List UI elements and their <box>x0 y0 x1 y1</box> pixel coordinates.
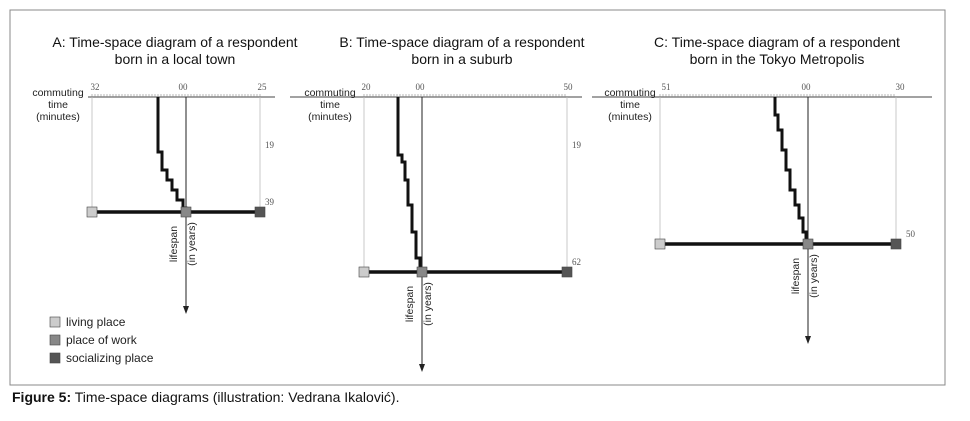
lifespan-label: (in years) <box>422 282 434 326</box>
legend-label: living place <box>66 315 126 329</box>
lifespan-label: lifespan <box>168 226 180 262</box>
caption-text: Time-space diagrams (illustration: Vedra… <box>75 389 400 405</box>
figure-frame <box>9 9 946 386</box>
axis-label: (minutes) <box>608 111 652 123</box>
x-tick-label: 50 <box>564 82 574 92</box>
axis-label: commuting <box>304 87 356 99</box>
lifespan-label: lifespan <box>404 286 416 322</box>
commute-path <box>773 97 808 244</box>
lifespan-label: (in years) <box>808 254 820 298</box>
panel-title: B: Time-space diagram of a respondent <box>339 34 584 50</box>
x-tick-label: 00 <box>179 82 189 92</box>
place-marker <box>654 238 666 250</box>
panel-title: born in the Tokyo Metropolis <box>690 51 865 67</box>
place-marker <box>254 206 266 218</box>
y-tick-label: 19 <box>265 140 275 150</box>
legend-label: socializing place <box>66 351 154 365</box>
commute-path <box>156 97 188 212</box>
y-tick-label: 19 <box>572 140 582 150</box>
y-tick-label: 50 <box>906 229 916 239</box>
panel-title: born in a suburb <box>411 51 512 67</box>
axis-label: (minutes) <box>36 111 80 123</box>
panel-title: born in a local town <box>115 51 236 67</box>
place-marker <box>802 238 814 250</box>
legend-swatch <box>49 352 61 364</box>
place-marker <box>358 266 370 278</box>
axis-label: commuting <box>604 87 656 99</box>
x-tick-label: 30 <box>896 82 906 92</box>
axis-label: (minutes) <box>308 111 352 123</box>
caption-label: Figure 5: <box>12 389 71 405</box>
axis-label: commuting <box>32 87 84 99</box>
y-tick-label: 62 <box>572 257 581 267</box>
place-marker <box>86 206 98 218</box>
panel-title: C: Time-space diagram of a respondent <box>654 34 900 50</box>
place-marker <box>180 206 192 218</box>
x-tick-label: 20 <box>362 82 372 92</box>
x-tick-label: 32 <box>91 82 100 92</box>
x-tick-label: 00 <box>802 82 812 92</box>
panel-title: A: Time-space diagram of a respondent <box>52 34 297 50</box>
legend-swatch <box>49 334 61 346</box>
axis-label: time <box>620 99 640 111</box>
legend-label: place of work <box>66 333 138 347</box>
axis-label: time <box>320 99 340 111</box>
x-tick-label: 00 <box>416 82 426 92</box>
axis-label: time <box>48 99 68 111</box>
x-tick-label: 25 <box>258 82 268 92</box>
caption: Figure 5: Time-space diagrams (illustrat… <box>12 389 400 405</box>
x-tick-label: 51 <box>662 82 671 92</box>
place-marker <box>890 238 902 250</box>
place-marker <box>561 266 573 278</box>
place-marker <box>416 266 428 278</box>
lifespan-label: lifespan <box>790 258 802 294</box>
commute-path <box>396 97 422 272</box>
y-tick-label: 39 <box>265 197 275 207</box>
lifespan-label: (in years) <box>186 222 198 266</box>
legend-swatch <box>49 316 61 328</box>
